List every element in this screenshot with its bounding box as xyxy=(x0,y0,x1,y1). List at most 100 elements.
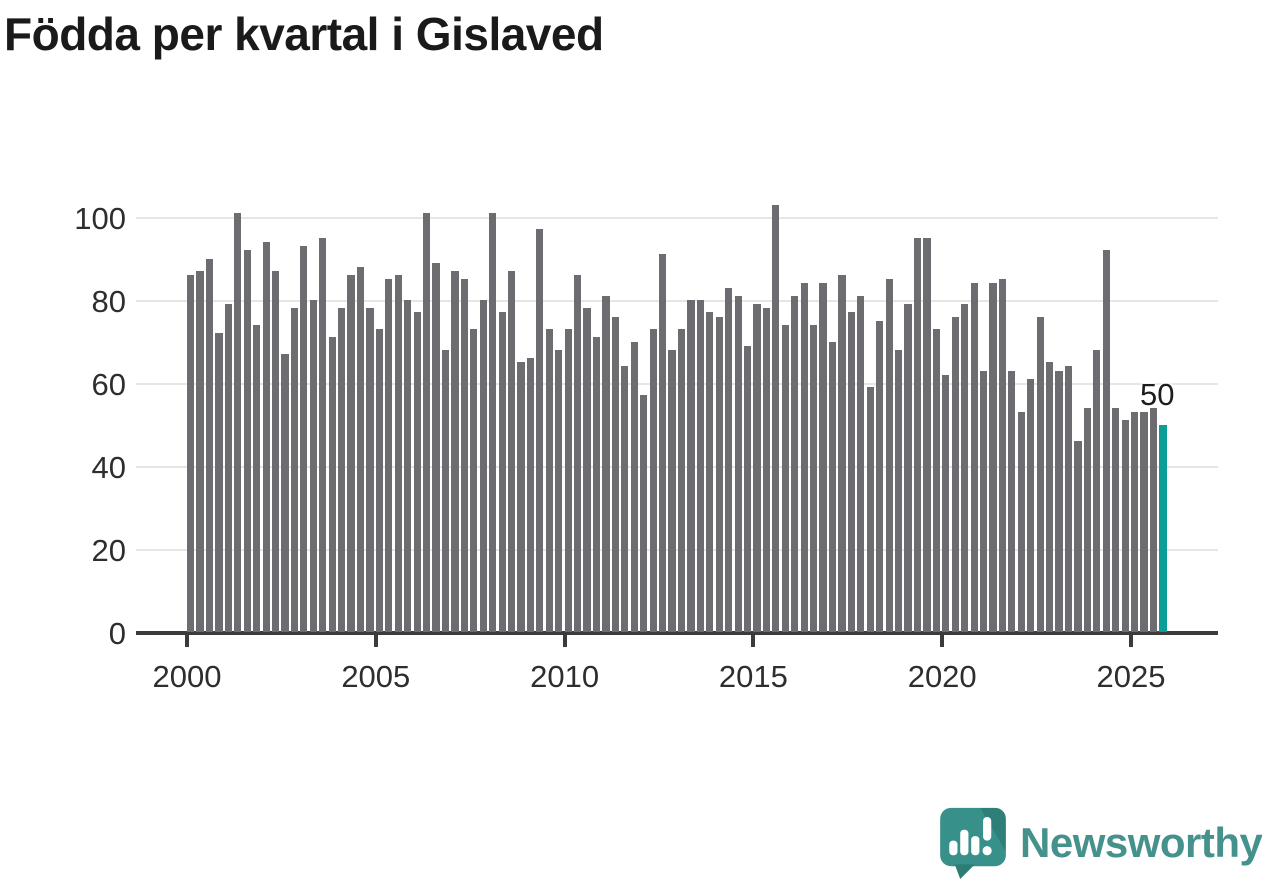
bar-2017-Q1 xyxy=(828,341,837,632)
bar-2004-Q3 xyxy=(356,266,365,632)
gridline-60 xyxy=(136,383,1218,385)
bar-2010-Q1 xyxy=(564,329,572,632)
bar-2008-Q2 xyxy=(498,312,506,632)
bar-2005-Q2 xyxy=(385,279,393,632)
bar-2016-Q2 xyxy=(800,283,808,632)
bar-2006-Q1 xyxy=(413,312,421,632)
bar-2016-Q3 xyxy=(810,324,818,632)
bar-2014-Q2 xyxy=(725,287,733,632)
bar-2014-Q1 xyxy=(715,316,723,632)
bar-2003-Q2 xyxy=(309,300,317,632)
bar-2002-Q2 xyxy=(271,270,280,632)
bar-2008-Q3 xyxy=(507,270,516,632)
newsworthy-logo-text: Newsworthy xyxy=(1020,818,1262,866)
last-value-label: 50 xyxy=(1140,377,1175,412)
bar-2013-Q4 xyxy=(706,312,714,632)
bar-2016-Q1 xyxy=(791,295,799,632)
bar-2017-Q2 xyxy=(838,275,846,632)
bar-2010-Q3 xyxy=(583,308,591,632)
bar-2024-Q2 xyxy=(1102,250,1110,632)
y-tick-label-100: 100 xyxy=(74,201,126,236)
bar-2024-Q4 xyxy=(1121,420,1129,632)
bar-2009-Q2 xyxy=(536,229,544,632)
bar-2014-Q4 xyxy=(743,345,752,632)
bar-2021-Q4 xyxy=(1008,370,1016,632)
bar-2012-Q3 xyxy=(659,254,667,632)
bar-2019-Q4 xyxy=(932,329,940,632)
bar-2022-Q2 xyxy=(1027,378,1035,632)
bar-2020-Q3 xyxy=(961,304,969,632)
bar-2019-Q1 xyxy=(904,304,912,632)
bar-2012-Q1 xyxy=(640,395,648,632)
bar-2004-Q1 xyxy=(338,308,346,632)
x-tick-2025 xyxy=(1129,635,1133,647)
bar-2013-Q1 xyxy=(677,329,686,632)
gridline-80 xyxy=(136,300,1218,302)
bar-2014-Q3 xyxy=(734,295,742,632)
bar-2002-Q4 xyxy=(290,308,299,632)
bar-2003-Q3 xyxy=(319,237,327,632)
bar-2015-Q4 xyxy=(781,324,789,632)
bar-2003-Q1 xyxy=(300,246,308,632)
x-tick-label-2005: 2005 xyxy=(341,659,411,694)
bar-2009-Q1 xyxy=(526,358,535,632)
bar-2002-Q1 xyxy=(262,241,270,632)
y-tick-label-80: 80 xyxy=(91,284,126,319)
x-tick-2010 xyxy=(562,635,567,647)
bar-2013-Q3 xyxy=(696,300,704,632)
bar-2013-Q2 xyxy=(687,300,695,632)
bar-2007-Q1 xyxy=(451,270,459,632)
bar-2021-Q2 xyxy=(989,283,997,632)
bar-2001-Q4 xyxy=(253,324,261,632)
bar-2015-Q1 xyxy=(753,304,761,632)
x-tick-label-2015: 2015 xyxy=(718,659,788,694)
x-tick-label-2025: 2025 xyxy=(1096,659,1166,694)
bar-2005-Q4 xyxy=(404,300,412,632)
bar-2018-Q3 xyxy=(885,279,893,632)
x-tick-2020 xyxy=(940,635,945,647)
bar-2005-Q3 xyxy=(394,275,402,632)
bar-2015-Q3 xyxy=(772,204,780,632)
bar-2006-Q4 xyxy=(441,349,450,632)
bar-2007-Q4 xyxy=(479,300,487,632)
bar-2011-Q1 xyxy=(602,295,610,632)
bar-2025-Q4 xyxy=(1159,424,1167,632)
bar-2010-Q4 xyxy=(592,337,601,632)
x-tick-label-2010: 2010 xyxy=(530,659,600,694)
bar-2000-Q3 xyxy=(205,258,214,632)
bar-2011-Q2 xyxy=(611,316,619,632)
bar-2009-Q3 xyxy=(545,329,553,632)
bar-2020-Q1 xyxy=(942,374,950,632)
x-tick-2015 xyxy=(751,635,756,647)
x-tick-2000 xyxy=(185,635,189,647)
bar-2018-Q4 xyxy=(895,349,903,632)
bar-2025-Q3 xyxy=(1149,407,1158,632)
bar-2025-Q2 xyxy=(1140,412,1148,632)
bar-2020-Q4 xyxy=(970,283,978,632)
chart-title: Födda per kvartal i Gislaved xyxy=(4,8,604,60)
bar-2012-Q4 xyxy=(668,349,676,632)
bar-2001-Q1 xyxy=(224,304,232,632)
bar-2006-Q2 xyxy=(423,212,431,632)
bar-2019-Q3 xyxy=(923,237,931,632)
bar-2023-Q1 xyxy=(1055,370,1063,632)
y-tick-label-40: 40 xyxy=(91,450,126,485)
bar-2018-Q1 xyxy=(866,387,874,632)
bar-2012-Q2 xyxy=(649,329,657,632)
bar-2024-Q1 xyxy=(1093,349,1101,632)
bar-2002-Q3 xyxy=(281,353,289,632)
bar-2003-Q4 xyxy=(328,337,336,632)
bar-2021-Q3 xyxy=(998,279,1007,632)
bar-2011-Q4 xyxy=(630,341,638,632)
y-tick-label-20: 20 xyxy=(91,533,126,568)
x-tick-2005 xyxy=(373,635,378,647)
y-tick-label-0: 0 xyxy=(108,616,126,651)
bar-2001-Q2 xyxy=(234,212,242,632)
x-tick-label-2020: 2020 xyxy=(907,659,977,694)
newsworthy-logo-mark xyxy=(940,807,1006,879)
bar-2022-Q1 xyxy=(1017,412,1025,632)
x-axis-line xyxy=(136,631,1218,635)
y-tick-label-60: 60 xyxy=(91,367,126,402)
bar-2010-Q2 xyxy=(574,275,582,632)
bar-2007-Q3 xyxy=(470,329,478,632)
